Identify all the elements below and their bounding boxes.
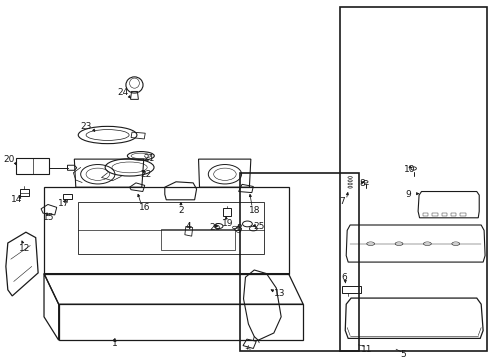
Text: 11: 11	[360, 345, 372, 354]
Text: 12: 12	[19, 244, 30, 253]
Text: 3: 3	[236, 224, 242, 233]
Bar	[223, 208, 230, 216]
Text: 23: 23	[80, 122, 91, 131]
Text: 5: 5	[400, 350, 406, 359]
Bar	[62, 194, 72, 199]
Bar	[450, 213, 455, 216]
Text: 2: 2	[178, 206, 183, 215]
Text: 21: 21	[143, 154, 155, 163]
Text: 1: 1	[112, 339, 118, 348]
Bar	[16, 158, 49, 174]
Text: 14: 14	[11, 195, 23, 204]
Text: 7: 7	[339, 197, 345, 206]
Text: 4: 4	[185, 222, 191, 231]
Bar	[431, 213, 437, 216]
Text: 8: 8	[358, 179, 364, 188]
Text: 24: 24	[117, 88, 129, 97]
Text: 26: 26	[209, 223, 221, 232]
Bar	[339, 7, 486, 351]
Text: 13: 13	[273, 289, 285, 298]
Text: 9: 9	[405, 190, 410, 199]
Text: 15: 15	[43, 213, 55, 222]
Text: 20: 20	[3, 155, 15, 164]
Text: 18: 18	[248, 206, 260, 215]
Text: 19: 19	[222, 219, 233, 228]
Bar	[161, 229, 234, 250]
Text: 16: 16	[138, 202, 150, 211]
Text: 6: 6	[341, 273, 347, 282]
Bar	[78, 202, 264, 254]
Bar	[422, 213, 427, 216]
Bar	[459, 213, 465, 216]
Bar	[342, 286, 360, 293]
Bar	[20, 189, 29, 196]
Text: 25: 25	[253, 222, 264, 231]
Text: 10: 10	[403, 165, 415, 174]
Text: 22: 22	[140, 170, 151, 179]
Bar	[441, 213, 446, 216]
Bar	[239, 173, 359, 351]
Text: 17: 17	[58, 199, 69, 208]
